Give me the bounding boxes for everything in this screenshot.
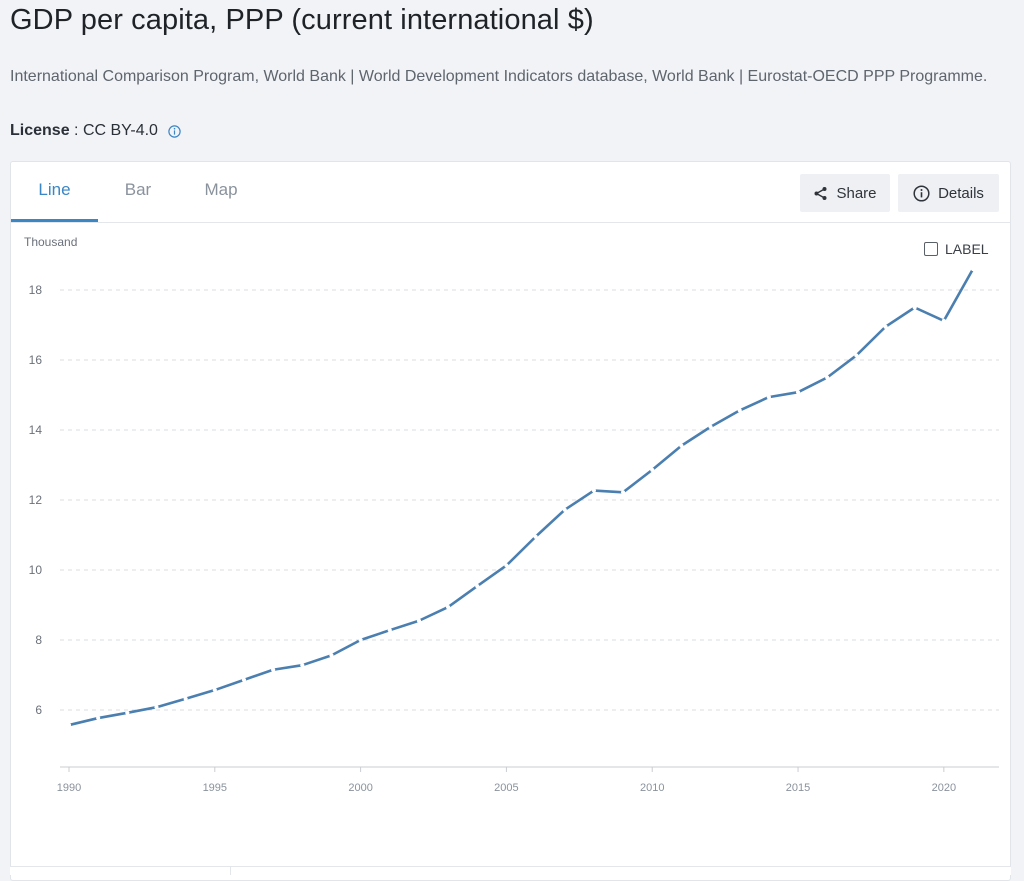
data-point-1999[interactable] <box>329 653 334 658</box>
x-tick-label: 1990 <box>57 782 81 794</box>
data-point-1994[interactable] <box>183 696 188 701</box>
license-separator: : <box>69 122 83 139</box>
source-text: International Comparison Program, World … <box>10 68 988 85</box>
y-tick-label: 14 <box>29 423 43 437</box>
share-label: Share <box>836 184 877 202</box>
license-value: CC BY-4.0 <box>82 122 158 139</box>
tab-bar-chart[interactable]: Bar <box>124 180 152 199</box>
card-footer-strip <box>10 866 1011 875</box>
x-tick-label: 2015 <box>786 782 810 794</box>
series-line <box>67 267 975 727</box>
y-tick-label: 10 <box>29 563 43 577</box>
data-point-1990[interactable] <box>66 722 72 728</box>
data-point-2017[interactable] <box>854 353 859 358</box>
data-point-2001[interactable] <box>387 628 392 633</box>
tab-map[interactable]: Map <box>204 180 238 199</box>
data-point-2019[interactable] <box>912 305 917 310</box>
data-point-1995[interactable] <box>212 687 217 693</box>
tab-line[interactable]: Line <box>11 162 98 222</box>
data-point-1997[interactable] <box>271 667 276 672</box>
series-group <box>66 266 976 728</box>
data-point-2003[interactable] <box>445 605 451 610</box>
data-point-2020[interactable] <box>941 318 946 323</box>
details-button[interactable]: Details <box>898 174 999 212</box>
data-point-2013[interactable] <box>737 408 742 413</box>
y-tick-label: 6 <box>35 703 42 717</box>
data-point-1992[interactable] <box>125 710 130 715</box>
y-axis-ticks: 6 8 10 12 14 16 18 <box>29 283 43 717</box>
data-point-1991[interactable] <box>96 715 101 721</box>
data-point-2008[interactable] <box>591 488 597 493</box>
data-point-2006[interactable] <box>533 534 538 539</box>
data-point-2005[interactable] <box>504 563 509 568</box>
x-tick-label: 2000 <box>348 782 372 794</box>
chart-card: Line Bar Map Share Details <box>10 161 1011 881</box>
x-tick-label: 2020 <box>932 782 956 794</box>
license-label: License <box>10 122 70 139</box>
data-point-2012[interactable] <box>708 424 713 429</box>
data-point-2018[interactable] <box>883 324 888 329</box>
y-tick-label: 12 <box>29 493 43 507</box>
data-point-2015[interactable] <box>795 390 801 395</box>
data-point-2014[interactable] <box>766 395 771 400</box>
label-checkbox[interactable] <box>924 242 938 256</box>
page-title: GDP per capita, PPP (current internation… <box>10 4 594 36</box>
tab-bar: Line Bar Map <box>11 162 1010 223</box>
y-tick-label: 8 <box>35 633 42 647</box>
data-point-2004[interactable] <box>475 584 480 589</box>
data-point-1996[interactable] <box>241 677 247 683</box>
data-point-2016[interactable] <box>825 375 830 380</box>
data-point-2009[interactable] <box>620 490 626 495</box>
y-axis-unit-label: Thousand <box>24 235 77 249</box>
data-point-1998[interactable] <box>300 663 305 668</box>
share-button[interactable]: Share <box>800 174 890 212</box>
details-label: Details <box>938 184 984 202</box>
x-tick-label: 2005 <box>494 782 518 794</box>
x-axis: 1990 1995 2000 2005 2010 2015 2020 <box>57 766 999 794</box>
data-point-2011[interactable] <box>679 443 684 448</box>
share-icon <box>813 186 828 201</box>
y-tick-label: 18 <box>29 283 43 297</box>
data-point-2010[interactable] <box>650 467 655 472</box>
data-point-2007[interactable] <box>562 507 567 512</box>
footer-divider <box>230 867 231 875</box>
label-toggle[interactable]: LABEL <box>924 241 989 257</box>
info-icon[interactable] <box>168 124 181 138</box>
line-chart: Thousand 6 8 10 12 14 16 18 1990 1995 2000 2005 20… <box>24 235 999 794</box>
x-tick-label: 1995 <box>203 782 227 794</box>
data-point-2002[interactable] <box>416 618 422 623</box>
label-toggle-text: LABEL <box>945 241 989 257</box>
data-point-1993[interactable] <box>154 705 159 710</box>
x-tick-label: 2010 <box>640 782 664 794</box>
license-line: License : CC BY-4.0 <box>10 122 181 140</box>
data-point-2021[interactable] <box>970 266 976 272</box>
y-tick-label: 16 <box>29 353 43 367</box>
info-circle-icon <box>913 184 930 202</box>
data-point-2000[interactable] <box>358 637 363 643</box>
